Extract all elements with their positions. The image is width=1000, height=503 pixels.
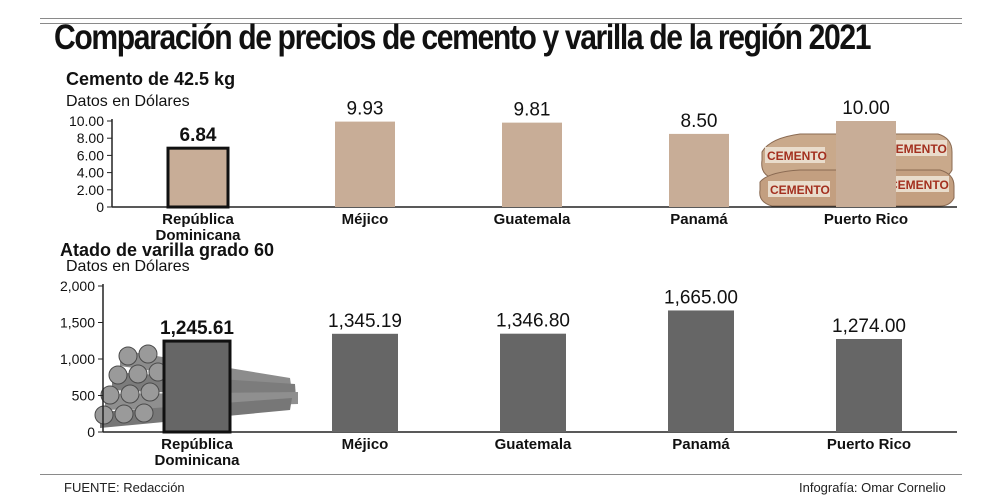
cement-category-label: Panamá xyxy=(670,211,728,228)
bottom-rule xyxy=(40,474,962,475)
credit-note: Infografía: Omar Cornelio xyxy=(799,480,946,495)
cement-y-tick-label: 0 xyxy=(96,199,104,215)
cement-category-label: Puerto Rico xyxy=(824,211,908,228)
cement-y-tick-label: 8.00 xyxy=(77,130,104,146)
rebar-chart-subtitle: Datos en Dólares xyxy=(66,258,190,275)
rebar-value-label: 1,346.80 xyxy=(496,311,570,332)
cement-bar xyxy=(502,122,562,207)
rebar-y-tick-label: 0 xyxy=(87,424,95,440)
cement-bar xyxy=(335,121,395,207)
rebar-category-label: República Dominicana xyxy=(154,436,240,469)
rebar-bar xyxy=(668,310,734,432)
rebar-category-label: Guatemala xyxy=(495,436,572,453)
cement-value-label: 9.81 xyxy=(514,100,551,121)
rebar-category-label: Méjico xyxy=(342,436,389,453)
page-title: Comparación de precios de cemento y vari… xyxy=(54,18,871,57)
cement-value-label: 8.50 xyxy=(681,111,718,132)
rebar-value-label: 1,245.61 xyxy=(160,318,234,339)
cement-y-tick-label: 6.00 xyxy=(77,147,104,163)
top-rule-2 xyxy=(40,23,962,24)
rebar-y-tick-label: 1,000 xyxy=(60,351,95,367)
cement-value-label: 9.93 xyxy=(347,99,384,120)
svg-text:CEMENTO: CEMENTO xyxy=(887,142,947,156)
cement-y-tick-label: 10.00 xyxy=(69,113,104,129)
cement-chart-subtitle: Datos en Dólares xyxy=(66,93,190,110)
rebar-y-tick-label: 1,500 xyxy=(60,315,95,331)
cement-category-label: Guatemala xyxy=(494,211,571,228)
rebar-bar xyxy=(500,333,566,432)
cement-bar xyxy=(669,133,729,207)
cement-value-label: 6.84 xyxy=(180,125,217,146)
rebar-y-tick-label: 2,000 xyxy=(60,278,95,294)
cement-y-tick-label: 2.00 xyxy=(77,182,104,198)
svg-text:CEMENTO: CEMENTO xyxy=(889,178,949,192)
rebar-value-label: 1,665.00 xyxy=(664,287,738,308)
source-note: FUENTE: Redacción xyxy=(64,480,185,495)
rebar-value-label: 1,274.00 xyxy=(832,316,906,337)
cement-category-label: Méjico xyxy=(342,211,389,228)
rebar-y-tick-label: 500 xyxy=(72,388,96,404)
svg-text:CEMENTO: CEMENTO xyxy=(770,183,830,197)
rebar-bar xyxy=(836,338,902,432)
rebar-value-label: 1,345.19 xyxy=(328,311,402,332)
cement-value-label: 10.00 xyxy=(842,98,890,119)
rebar-chart: 0 500 1,000 1,500 2,000 1,245.61 República Domi… xyxy=(60,278,957,469)
rebar-bar xyxy=(332,333,398,432)
rebar-chart-title: Atado de varilla grado 60 xyxy=(60,240,275,260)
cement-bar xyxy=(166,146,230,209)
rebar-category-label: Panamá xyxy=(672,436,730,453)
cement-y-tick-label: 4.00 xyxy=(77,165,104,181)
cement-bags-icon: CEMENTO CEMENTO CEMENTO CEMENTO xyxy=(759,133,955,207)
svg-text:CEMENTO: CEMENTO xyxy=(767,149,827,163)
rebar-bar xyxy=(162,339,232,434)
cement-chart-title: Cemento de 42.5 kg xyxy=(66,69,236,89)
top-rule-1 xyxy=(40,18,962,19)
cement-category-label: República Dominicana xyxy=(155,211,241,244)
cement-bar xyxy=(836,121,896,207)
rebar-category-label: Puerto Rico xyxy=(827,436,911,453)
